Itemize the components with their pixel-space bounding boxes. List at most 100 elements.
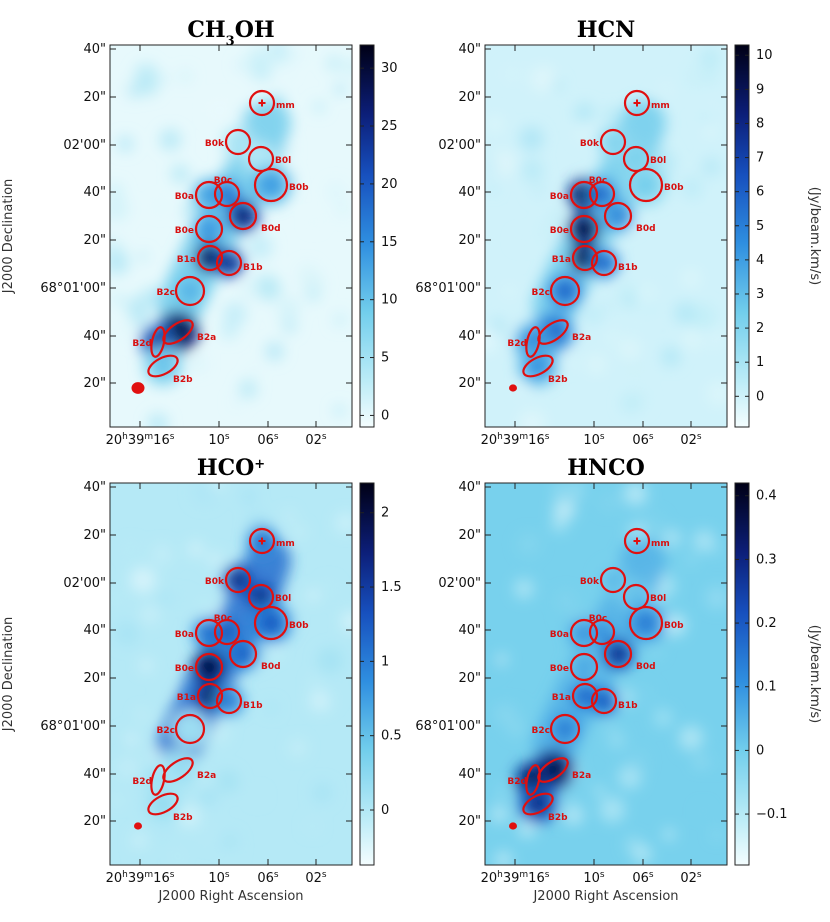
emission-core-B0e: [574, 219, 594, 239]
noise-blob: [282, 66, 292, 76]
panel-hnco: 40" 20" 02'00" 40" 20" 68°01'00" 40" 20" 20h39m1…: [415, 455, 822, 904]
noise-blob: [257, 276, 282, 302]
region-b0e: [569, 214, 599, 244]
ytick-label: 68°01'00": [40, 281, 106, 296]
colorbar-tick-label: 9: [756, 82, 764, 97]
region-b1a: [196, 244, 224, 272]
region-label-b0a: B0a: [550, 192, 569, 202]
noise-blob: [490, 805, 509, 824]
noise-blob: [178, 593, 188, 602]
noise-blob: [250, 366, 259, 375]
region-label-b0c: B0c: [214, 614, 232, 624]
colorbar-unit-label: (Jy/beam.km/s): [807, 625, 822, 723]
colorbar-tick-label: 15: [381, 235, 398, 250]
noise-blob: [705, 327, 727, 349]
region-label-b0l: B0l: [275, 156, 291, 166]
region-b0a: [194, 180, 224, 210]
noise-blob: [114, 621, 140, 646]
region-label-b0d: B0d: [261, 224, 281, 234]
noise-blob: [131, 832, 147, 848]
noise-blob: [110, 183, 123, 198]
noise-blob: [110, 597, 119, 613]
noise-blob: [189, 355, 207, 373]
region-b0b: [628, 167, 664, 203]
noise-blob: [520, 158, 544, 182]
colorbar-tick-label: 25: [381, 119, 398, 134]
noise-blob: [116, 322, 136, 341]
noise-blob: [160, 682, 170, 693]
noise-blob: [110, 195, 129, 222]
region-b0c: [213, 618, 241, 646]
region-b2c: [549, 713, 581, 745]
noise-blob: [715, 195, 725, 204]
region-b0d: [603, 639, 633, 669]
noise-blob: [648, 644, 663, 658]
noise-blob: [684, 553, 698, 567]
ytick-label: 40": [458, 42, 481, 57]
colorbar-tick-label: 0: [381, 803, 389, 818]
region-b0d: [228, 201, 258, 231]
region-mm: [248, 527, 276, 555]
noise-blob: [110, 250, 130, 276]
colorbar-tick-label: 20: [381, 177, 398, 192]
beam-ellipse: [509, 822, 517, 830]
noise-blob: [699, 47, 721, 69]
emission-core-B0e: [199, 657, 219, 677]
colorbar-tick-label: 5: [381, 351, 389, 366]
noise-blob: [195, 599, 213, 617]
ytick-label: 20": [458, 528, 481, 543]
region-mm: [623, 527, 651, 555]
noise-blob: [604, 720, 616, 731]
region-label-b0b: B0b: [664, 621, 684, 631]
region-b2d: [525, 326, 541, 358]
noise-blob: [683, 66, 706, 89]
ytick-label: 20": [83, 90, 106, 105]
noise-blob: [584, 305, 603, 325]
colorbar-tick-label: 0.1: [756, 680, 777, 695]
emission-core-B0b: [259, 611, 283, 635]
ytick-label: 20": [83, 671, 106, 686]
noise-blob: [664, 529, 681, 547]
region-b0a: [569, 180, 599, 210]
ytick-label: 02'00": [63, 576, 106, 591]
noise-blob: [624, 294, 638, 309]
colorbar-tick-label: 5: [756, 219, 764, 234]
region-label-b0a: B0a: [175, 192, 194, 202]
emission-core-B0k: [229, 571, 247, 589]
region-b0l: [247, 583, 275, 611]
noise-blob: [634, 284, 657, 307]
noise-blob: [286, 45, 301, 53]
noise-blob: [514, 233, 528, 247]
noise-blob: [265, 702, 278, 715]
colorbar-tick-label: 0: [381, 408, 389, 423]
noise-blob: [250, 59, 273, 82]
emission-core-B2c: [554, 718, 576, 740]
region-label-b1b: B1b: [243, 701, 263, 711]
xtick-label: 02s: [305, 432, 327, 448]
noise-blob: [598, 491, 619, 512]
xtick-label: 10s: [208, 870, 230, 886]
ytick-label: 40": [83, 767, 106, 782]
region-b2c: [174, 275, 206, 307]
region-b0e: [194, 652, 224, 682]
xtick-label: 20h39m16s: [106, 432, 175, 448]
noise-blob: [562, 804, 584, 826]
region-label-b2a: B2a: [572, 333, 591, 343]
noise-blob: [140, 604, 160, 624]
noise-blob: [138, 251, 148, 261]
beam-ellipse: [134, 822, 142, 830]
x-axis-label: J2000 Right Ascension: [532, 889, 678, 904]
region-label-b2d: B2d: [132, 777, 152, 787]
noise-blob: [231, 397, 243, 409]
colorbar-tick-label: 10: [381, 293, 398, 308]
region-label-b0c: B0c: [589, 176, 607, 186]
noise-blob: [178, 805, 200, 827]
panel-ch: 40" 20" 02'00" 40" 20" 68°01'00" 40" 20" 20h39m1…: [1, 17, 398, 448]
noise-blob: [188, 542, 203, 557]
ytick-label: 40": [83, 329, 106, 344]
emission-core-B0e: [574, 657, 594, 677]
region-label-mm: mm: [651, 101, 670, 111]
ytick-label: 02'00": [438, 138, 481, 153]
noise-blob: [335, 201, 351, 217]
ytick-label: 68°01'00": [40, 719, 106, 734]
